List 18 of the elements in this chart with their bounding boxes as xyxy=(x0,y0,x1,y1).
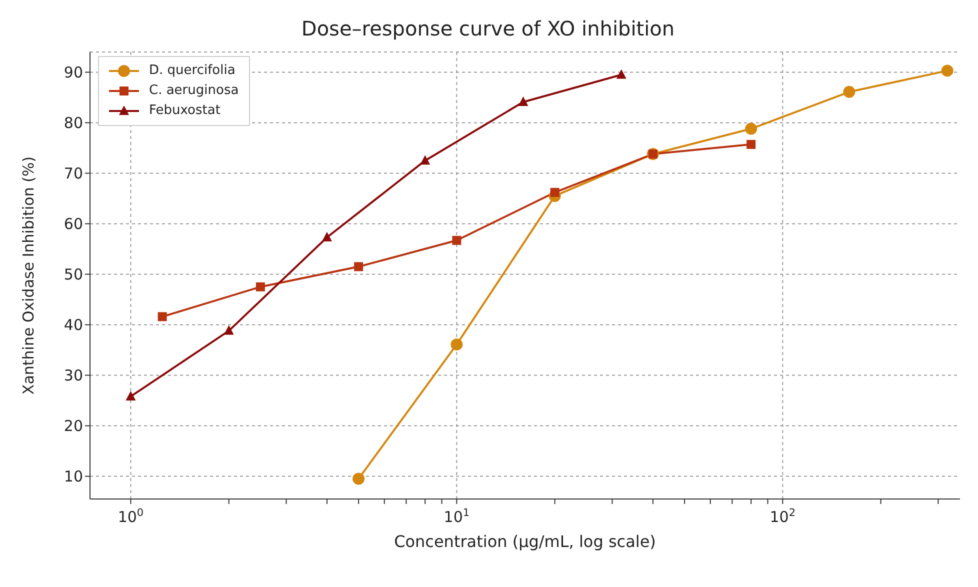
x-axis-title: Concentration (μg/mL, log scale) xyxy=(394,532,656,551)
y-tick-label: 20 xyxy=(64,417,83,436)
x-tick-label: 10$^{2}$ xyxy=(770,507,796,526)
y-tick-label: 60 xyxy=(64,215,83,234)
y-tick-label: 50 xyxy=(64,266,83,284)
y-tick-label: 30 xyxy=(64,366,83,385)
y-tick-label: 90 xyxy=(64,64,83,82)
y-tick-label: 80 xyxy=(64,114,83,132)
y-tick-label: 10 xyxy=(64,468,83,486)
x-tick-label: 10$^{1}$ xyxy=(444,507,470,526)
y-axis-title: Xanthine Oxidase Inhibition (%) xyxy=(19,156,38,395)
x-tick-label: 10$^{0}$ xyxy=(118,507,144,526)
legend-label: Febuxostat xyxy=(149,102,220,120)
y-tick-label: 40 xyxy=(64,316,83,334)
y-tick-label: 70 xyxy=(64,164,83,183)
chart-title: Dose–response curve of XO inhibition xyxy=(301,16,675,40)
legend-label: C. aeruginosa xyxy=(149,82,239,100)
legend-label: D. quercifolia xyxy=(149,62,236,80)
